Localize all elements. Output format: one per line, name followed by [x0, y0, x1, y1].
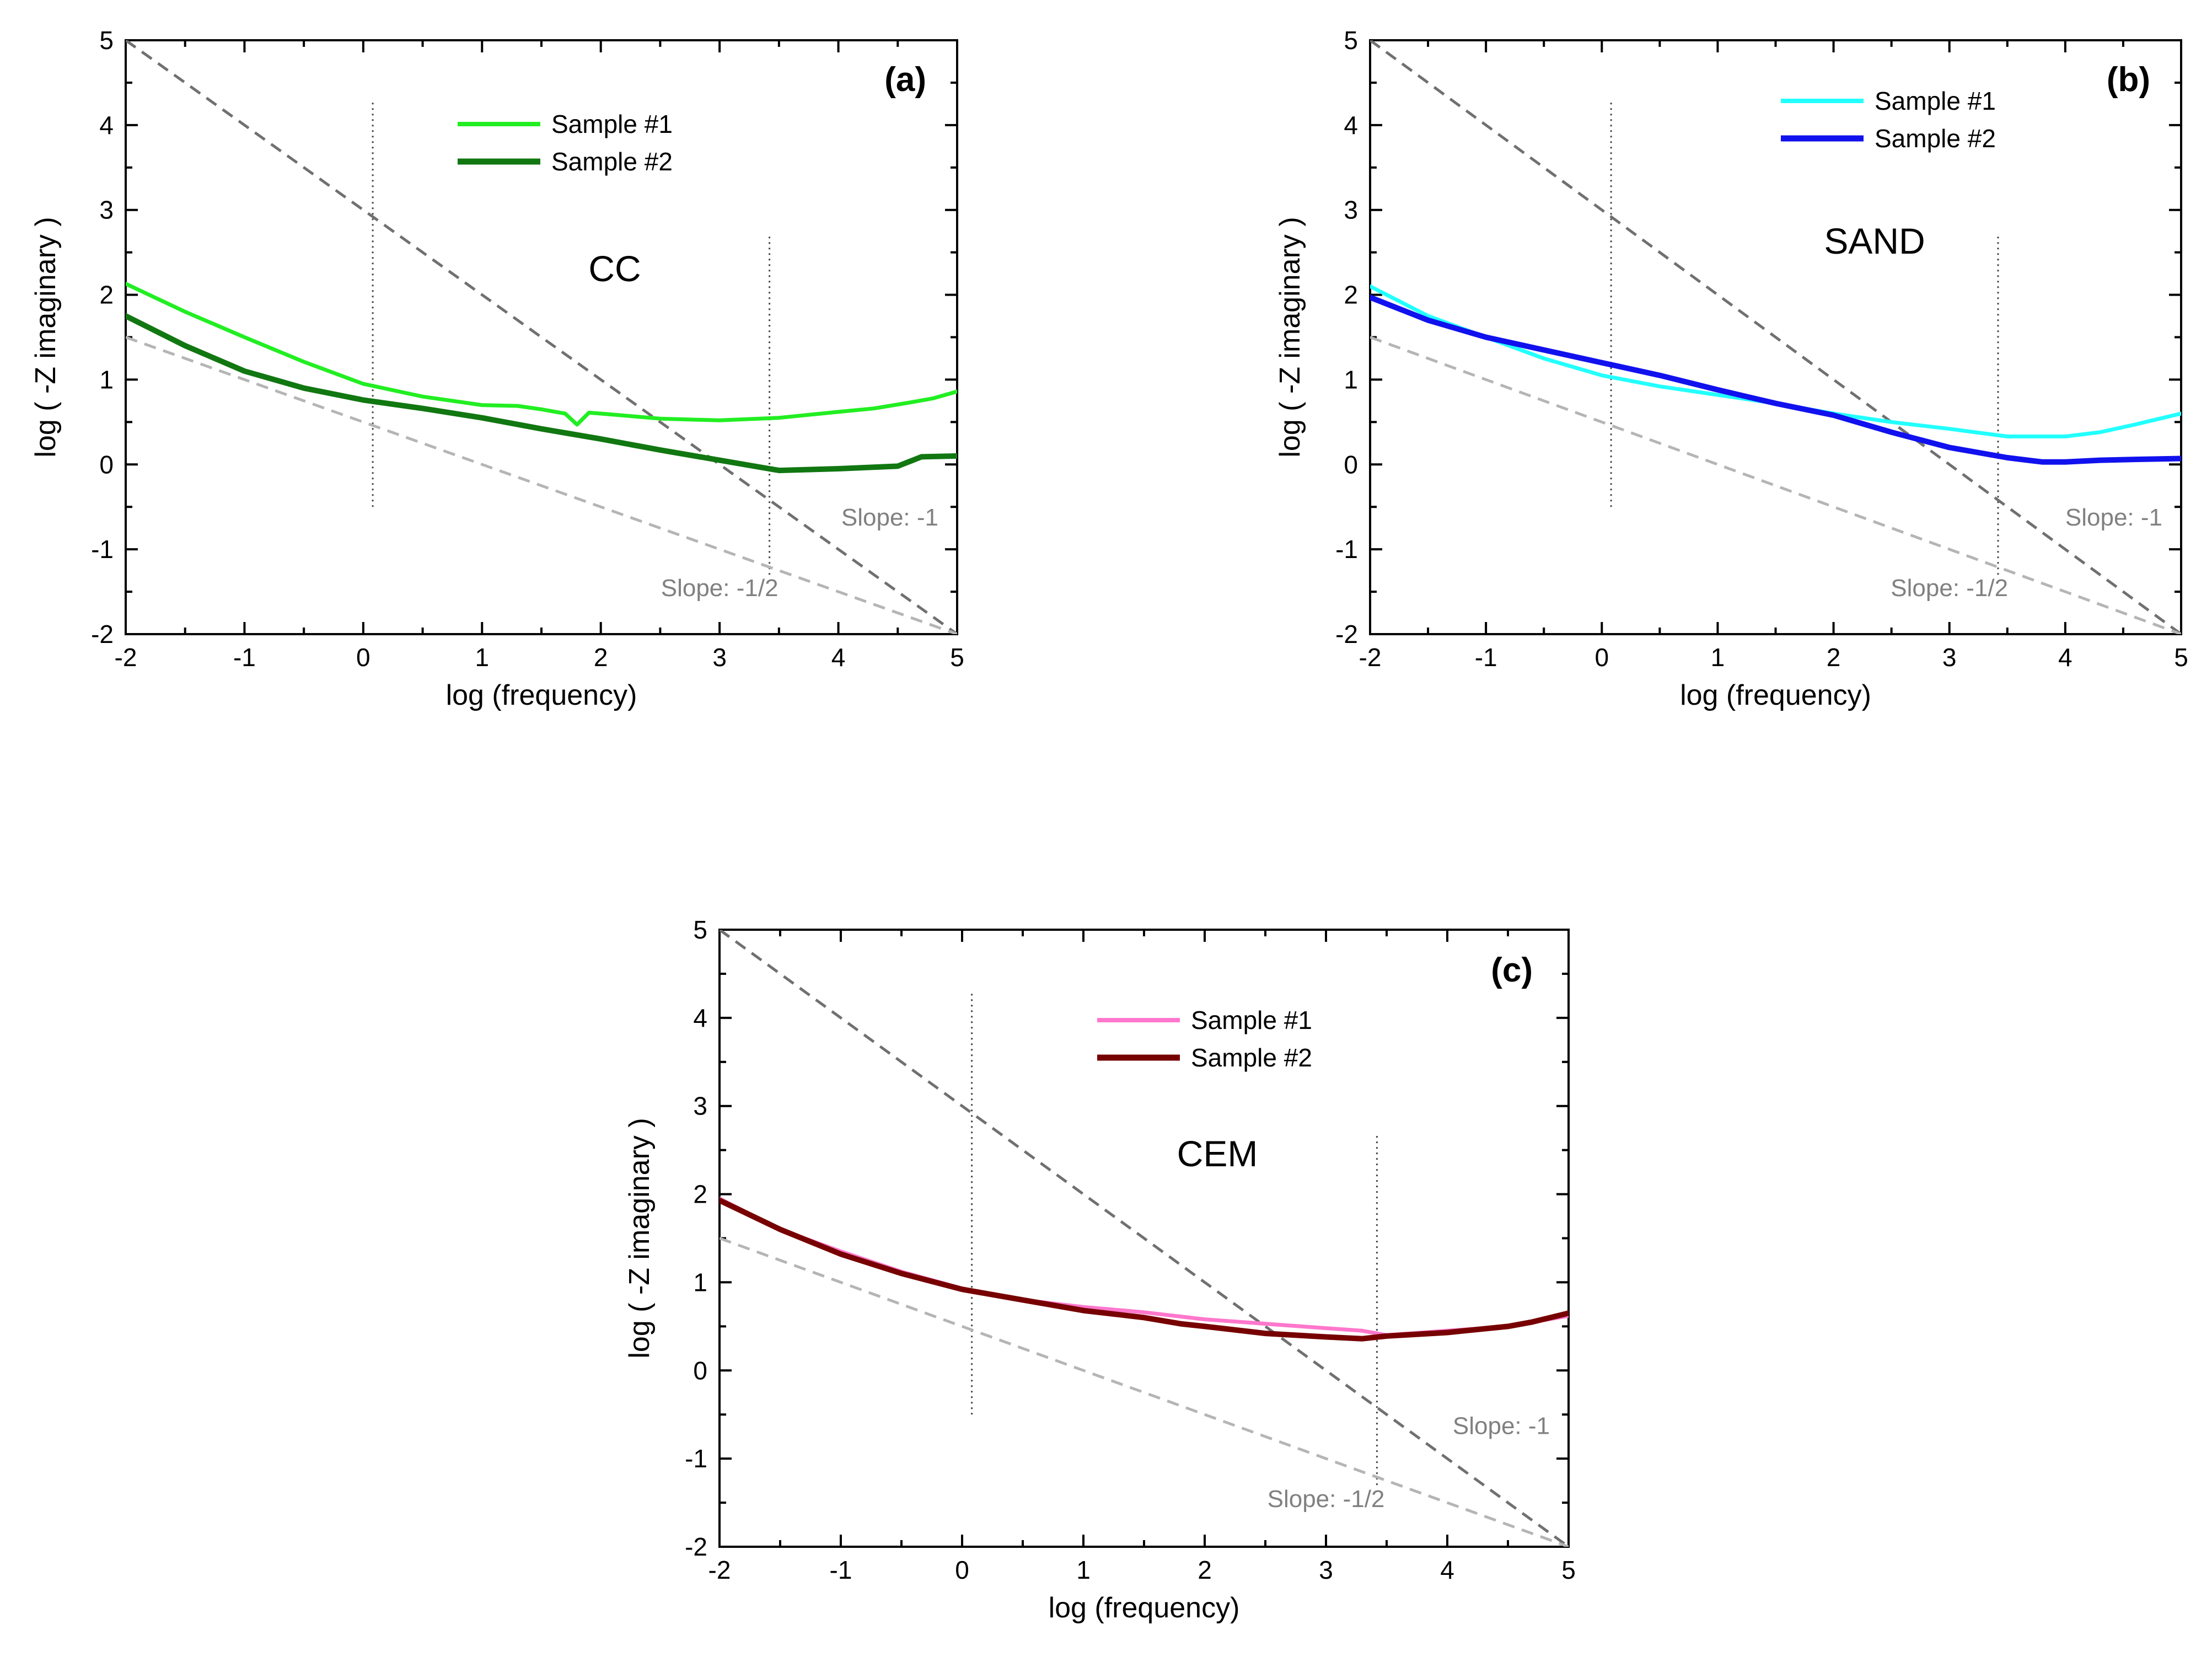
y-tick-label: 3 [1344, 196, 1358, 224]
x-tick-label: 5 [950, 643, 964, 672]
chart-panel-1: -2 -1 0 1 2 3 4 5 -2 -1 0 1 2 3 4 5 log (frequency) log (… [30, 26, 964, 711]
chart-panel-2: -2 -1 0 1 2 3 4 5 -2 -1 0 1 2 3 4 5 log (frequency) log (… [1274, 26, 2188, 711]
slope-minus-1-label: Slope: -1 [2065, 504, 2162, 531]
x-tick-label: 2 [594, 643, 608, 672]
y-tick-label: 1 [99, 365, 114, 394]
slope-minus-1-label: Slope: -1 [841, 504, 938, 531]
x-tick-label: -1 [233, 643, 256, 672]
y-tick-label: 3 [693, 1092, 707, 1120]
x-tick-label: 0 [356, 643, 371, 672]
y-tick-label: 4 [1344, 111, 1358, 140]
slope-minus-1-line [126, 40, 957, 634]
x-tick-label: 4 [2058, 643, 2073, 672]
x-tick-label: 5 [1561, 1556, 1576, 1584]
x-axis-label: log (frequency) [446, 679, 637, 711]
series-line-sample-1 [1370, 284, 2181, 438]
series-line-sample-1 [126, 282, 957, 427]
x-tick-label: 3 [1319, 1556, 1333, 1584]
legend-label-sample-1: Sample #1 [1191, 1006, 1312, 1034]
chart-panel-3: -2 -1 0 1 2 3 4 5 -2 -1 0 1 2 3 4 5 log (frequency) log (… [624, 915, 1576, 1624]
y-tick-label: 2 [693, 1180, 707, 1209]
y-tick-label: 1 [693, 1268, 707, 1296]
y-tick-label: -2 [1335, 620, 1358, 648]
series-line-sample-2 [720, 1197, 1569, 1342]
x-tick-label: 0 [955, 1556, 969, 1584]
x-tick-label: 1 [1076, 1556, 1091, 1584]
plot-area [1370, 40, 2181, 634]
plot-area [126, 40, 957, 634]
x-tick-label: -2 [708, 1556, 731, 1584]
x-tick-label: 4 [1440, 1556, 1454, 1584]
y-tick-label: -1 [685, 1444, 707, 1473]
x-tick-label: -1 [1475, 643, 1497, 672]
slope-minus-1-line [720, 930, 1569, 1547]
x-tick-label: 3 [1942, 643, 1957, 672]
panel-tag: (c) [1491, 951, 1533, 989]
x-tick-label: -1 [830, 1556, 852, 1584]
y-axis-label: log ( -Z imaginary ) [30, 217, 62, 457]
y-tick-label: 0 [1344, 450, 1358, 479]
x-tick-label: 5 [2174, 643, 2188, 672]
legend-label-sample-1: Sample #1 [551, 110, 673, 138]
y-tick-label: 5 [693, 915, 707, 944]
material-label: CC [588, 248, 641, 289]
legend-label-sample-2: Sample #2 [1191, 1043, 1312, 1072]
y-tick-label: -2 [685, 1532, 707, 1561]
y-tick-label: -2 [91, 620, 114, 648]
y-tick-label: 5 [1344, 26, 1358, 55]
y-tick-label: 2 [99, 281, 114, 309]
x-tick-label: 0 [1594, 643, 1609, 672]
x-tick-label: 1 [475, 643, 489, 672]
x-tick-label: 2 [1198, 1556, 1212, 1584]
slope-minus-half-line [720, 1237, 1569, 1547]
x-axis-label: log (frequency) [1680, 679, 1871, 711]
series-line-sample-2 [1370, 294, 2181, 465]
legend-label-sample-1: Sample #1 [1875, 87, 1996, 115]
material-label: SAND [1824, 221, 1925, 261]
slope-minus-1-label: Slope: -1 [1453, 1412, 1550, 1439]
material-label: CEM [1177, 1133, 1258, 1174]
y-tick-label: 3 [99, 196, 114, 224]
slope-minus-1-line [1370, 40, 2181, 634]
x-tick-label: 3 [712, 643, 727, 672]
y-tick-label: 2 [1344, 281, 1358, 309]
series-line-sample-1 [720, 1197, 1569, 1337]
x-tick-label: 1 [1711, 643, 1725, 672]
y-axis-label: log ( -Z imaginary ) [624, 1118, 656, 1358]
x-tick-label: 4 [831, 643, 846, 672]
y-tick-label: -1 [91, 535, 114, 564]
y-tick-label: 1 [1344, 365, 1358, 394]
slope-minus-half-label: Slope: -1/2 [1891, 575, 2008, 602]
slope-minus-half-line [126, 336, 957, 634]
y-tick-label: -1 [1335, 535, 1358, 564]
x-tick-label: 2 [1827, 643, 1841, 672]
plot-area [720, 930, 1569, 1547]
x-axis-label: log (frequency) [1049, 1592, 1240, 1624]
x-tick-label: -2 [115, 643, 137, 672]
y-tick-label: 0 [693, 1356, 707, 1385]
slope-minus-half-label: Slope: -1/2 [661, 575, 779, 602]
x-tick-label: -2 [1359, 643, 1382, 672]
panel-tag: (a) [884, 61, 926, 99]
y-tick-label: 4 [99, 111, 114, 140]
legend-label-sample-2: Sample #2 [1875, 124, 1996, 153]
y-tick-label: 0 [99, 450, 114, 479]
y-tick-label: 5 [99, 26, 114, 55]
y-axis-label: log ( -Z imaginary ) [1274, 217, 1306, 457]
y-tick-label: 4 [693, 1004, 707, 1032]
panel-tag: (b) [2107, 61, 2150, 99]
slope-minus-half-label: Slope: -1/2 [1268, 1486, 1385, 1513]
legend-label-sample-2: Sample #2 [551, 147, 673, 176]
slope-minus-half-line [1370, 336, 2181, 634]
series-line-sample-2 [126, 313, 957, 474]
